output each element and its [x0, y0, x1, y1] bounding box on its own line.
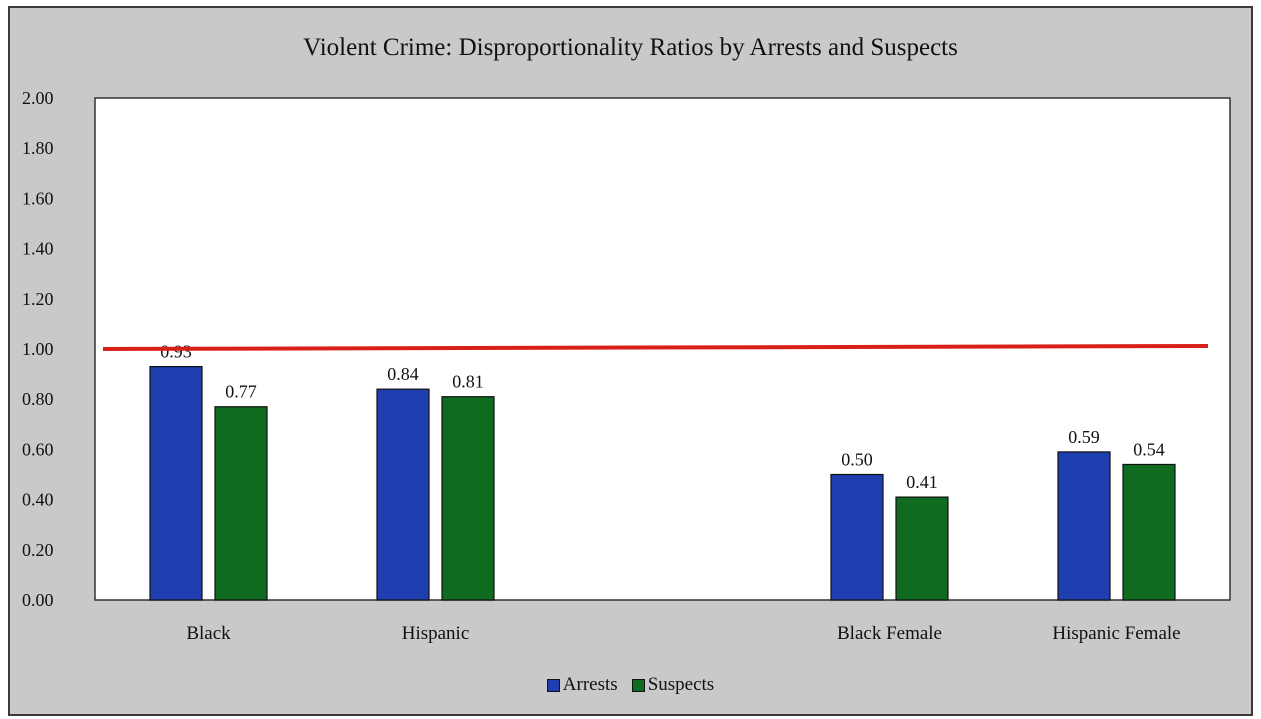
data-label: 0.59 [1068, 427, 1100, 447]
legend: Arrests Suspects [0, 674, 1261, 696]
bar-arrests [830, 473, 884, 601]
reference-line-group [102, 344, 1209, 351]
data-label: 0.93 [160, 342, 192, 362]
data-label: 0.41 [906, 472, 938, 492]
y-tick-label: 0.20 [22, 540, 54, 560]
y-axis-ticks: 0.00 0.20 0.40 0.60 0.80 1.00 1.20 1.40 1.60 1.80… [22, 88, 54, 610]
data-label: 0.84 [387, 364, 419, 384]
bar-arrests [149, 365, 203, 601]
bar-suspects [895, 496, 949, 601]
category-label: Hispanic [402, 623, 470, 644]
y-tick-label: 1.60 [22, 188, 54, 208]
y-tick-label: 0.00 [22, 590, 54, 610]
y-tick-label: 1.40 [22, 239, 54, 259]
category-labels: Black Hispanic Black Female Hispanic Female [186, 623, 1180, 644]
y-tick-label: 1.80 [22, 138, 54, 158]
y-tick-label: 1.20 [22, 289, 54, 309]
legend-swatch-arrests [546, 678, 560, 692]
legend-item-arrests: Arrests [546, 674, 618, 696]
reference-line [102, 344, 1209, 351]
bar-arrests [1057, 451, 1111, 601]
data-labels: 0.93 0.77 0.84 0.81 0.50 0.41 0.59 0.54 [160, 342, 1165, 493]
bar-arrests [376, 388, 430, 601]
data-label: 0.81 [452, 372, 484, 392]
data-label: 0.50 [841, 450, 873, 470]
legend-label-arrests: Arrests [562, 674, 618, 695]
category-label: Hispanic Female [1052, 623, 1180, 644]
bar-suspects [1122, 463, 1176, 601]
y-tick-label: 0.80 [22, 389, 54, 409]
chart-title: Violent Crime: Disproportionality Ratios… [303, 34, 958, 61]
y-tick-label: 0.60 [22, 439, 54, 459]
legend-swatch-suspects [631, 678, 645, 692]
category-label: Black [186, 623, 231, 644]
y-tick-label: 2.00 [22, 88, 54, 108]
y-tick-label: 1.00 [22, 339, 54, 359]
legend-label-suspects: Suspects [647, 674, 715, 695]
bar-suspects [441, 396, 495, 601]
y-tick-label: 0.40 [22, 490, 54, 510]
data-label: 0.54 [1133, 439, 1165, 459]
category-label: Black Female [837, 623, 942, 644]
bars [149, 365, 1176, 601]
bar-suspects [214, 406, 268, 601]
data-label: 0.77 [225, 382, 257, 402]
legend-item-suspects: Suspects [631, 674, 715, 696]
